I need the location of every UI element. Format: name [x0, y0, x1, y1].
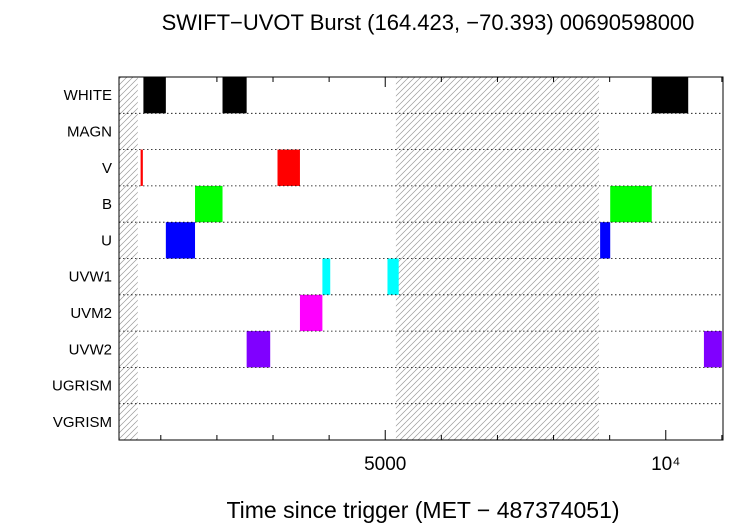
x-tick-label-10000: 10⁴	[651, 454, 680, 475]
y-tick-label-vgrism: VGRISM	[53, 414, 112, 431]
y-tick-label-white: WHITE	[64, 87, 112, 104]
exposure-bar-uvw1-9	[322, 258, 331, 295]
exposure-bar-uvw1-10	[387, 258, 399, 295]
exposure-bar-b-6	[610, 185, 652, 223]
y-tick-label-b: B	[102, 196, 112, 213]
y-tick-label-u: U	[101, 232, 112, 249]
exposure-bar-v-3	[140, 149, 143, 186]
x-tick-label-5000: 5000	[364, 454, 406, 475]
plot-frame	[118, 76, 724, 441]
chart-title: SWIFT−UVOT Burst (164.423, −70.393) 0069…	[162, 10, 695, 35]
y-tick-label-ugrism: UGRISM	[52, 378, 112, 395]
exposure-bar-u-8	[600, 222, 611, 259]
hatched-region-1	[395, 77, 600, 440]
exposure-bars	[140, 77, 722, 368]
y-tick-label-uvm2: UVM2	[70, 305, 112, 322]
y-tick-label-uvw1: UVW1	[69, 269, 112, 286]
row-gridlines	[119, 112, 723, 405]
y-tick-labels: WHITE MAGN V B U UVW1 UVM2 UVW2 UGRISM VGRISM	[52, 87, 112, 431]
exposure-bar-white-2	[651, 77, 689, 114]
exposure-bar-uvm2-11	[299, 294, 323, 332]
exposure-bar-white-1	[222, 77, 247, 114]
exposure-bar-uvw2-12	[246, 331, 271, 368]
exposure-bar-v-4	[277, 149, 300, 186]
exposure-bar-u-7	[165, 222, 196, 259]
x-axis-label: Time since trigger (MET − 487374051)	[226, 497, 619, 523]
exposure-bar-uvw2-13	[703, 331, 722, 368]
exposure-bar-white-0	[143, 77, 166, 114]
hatched-regions	[119, 77, 600, 440]
exposure-bar-b-5	[195, 185, 223, 223]
y-tick-label-uvw2: UVW2	[69, 341, 112, 358]
y-tick-label-magn: MAGN	[67, 123, 112, 140]
x-ticks: 5000 10⁴	[160, 77, 723, 475]
y-tick-label-v: V	[102, 160, 112, 177]
